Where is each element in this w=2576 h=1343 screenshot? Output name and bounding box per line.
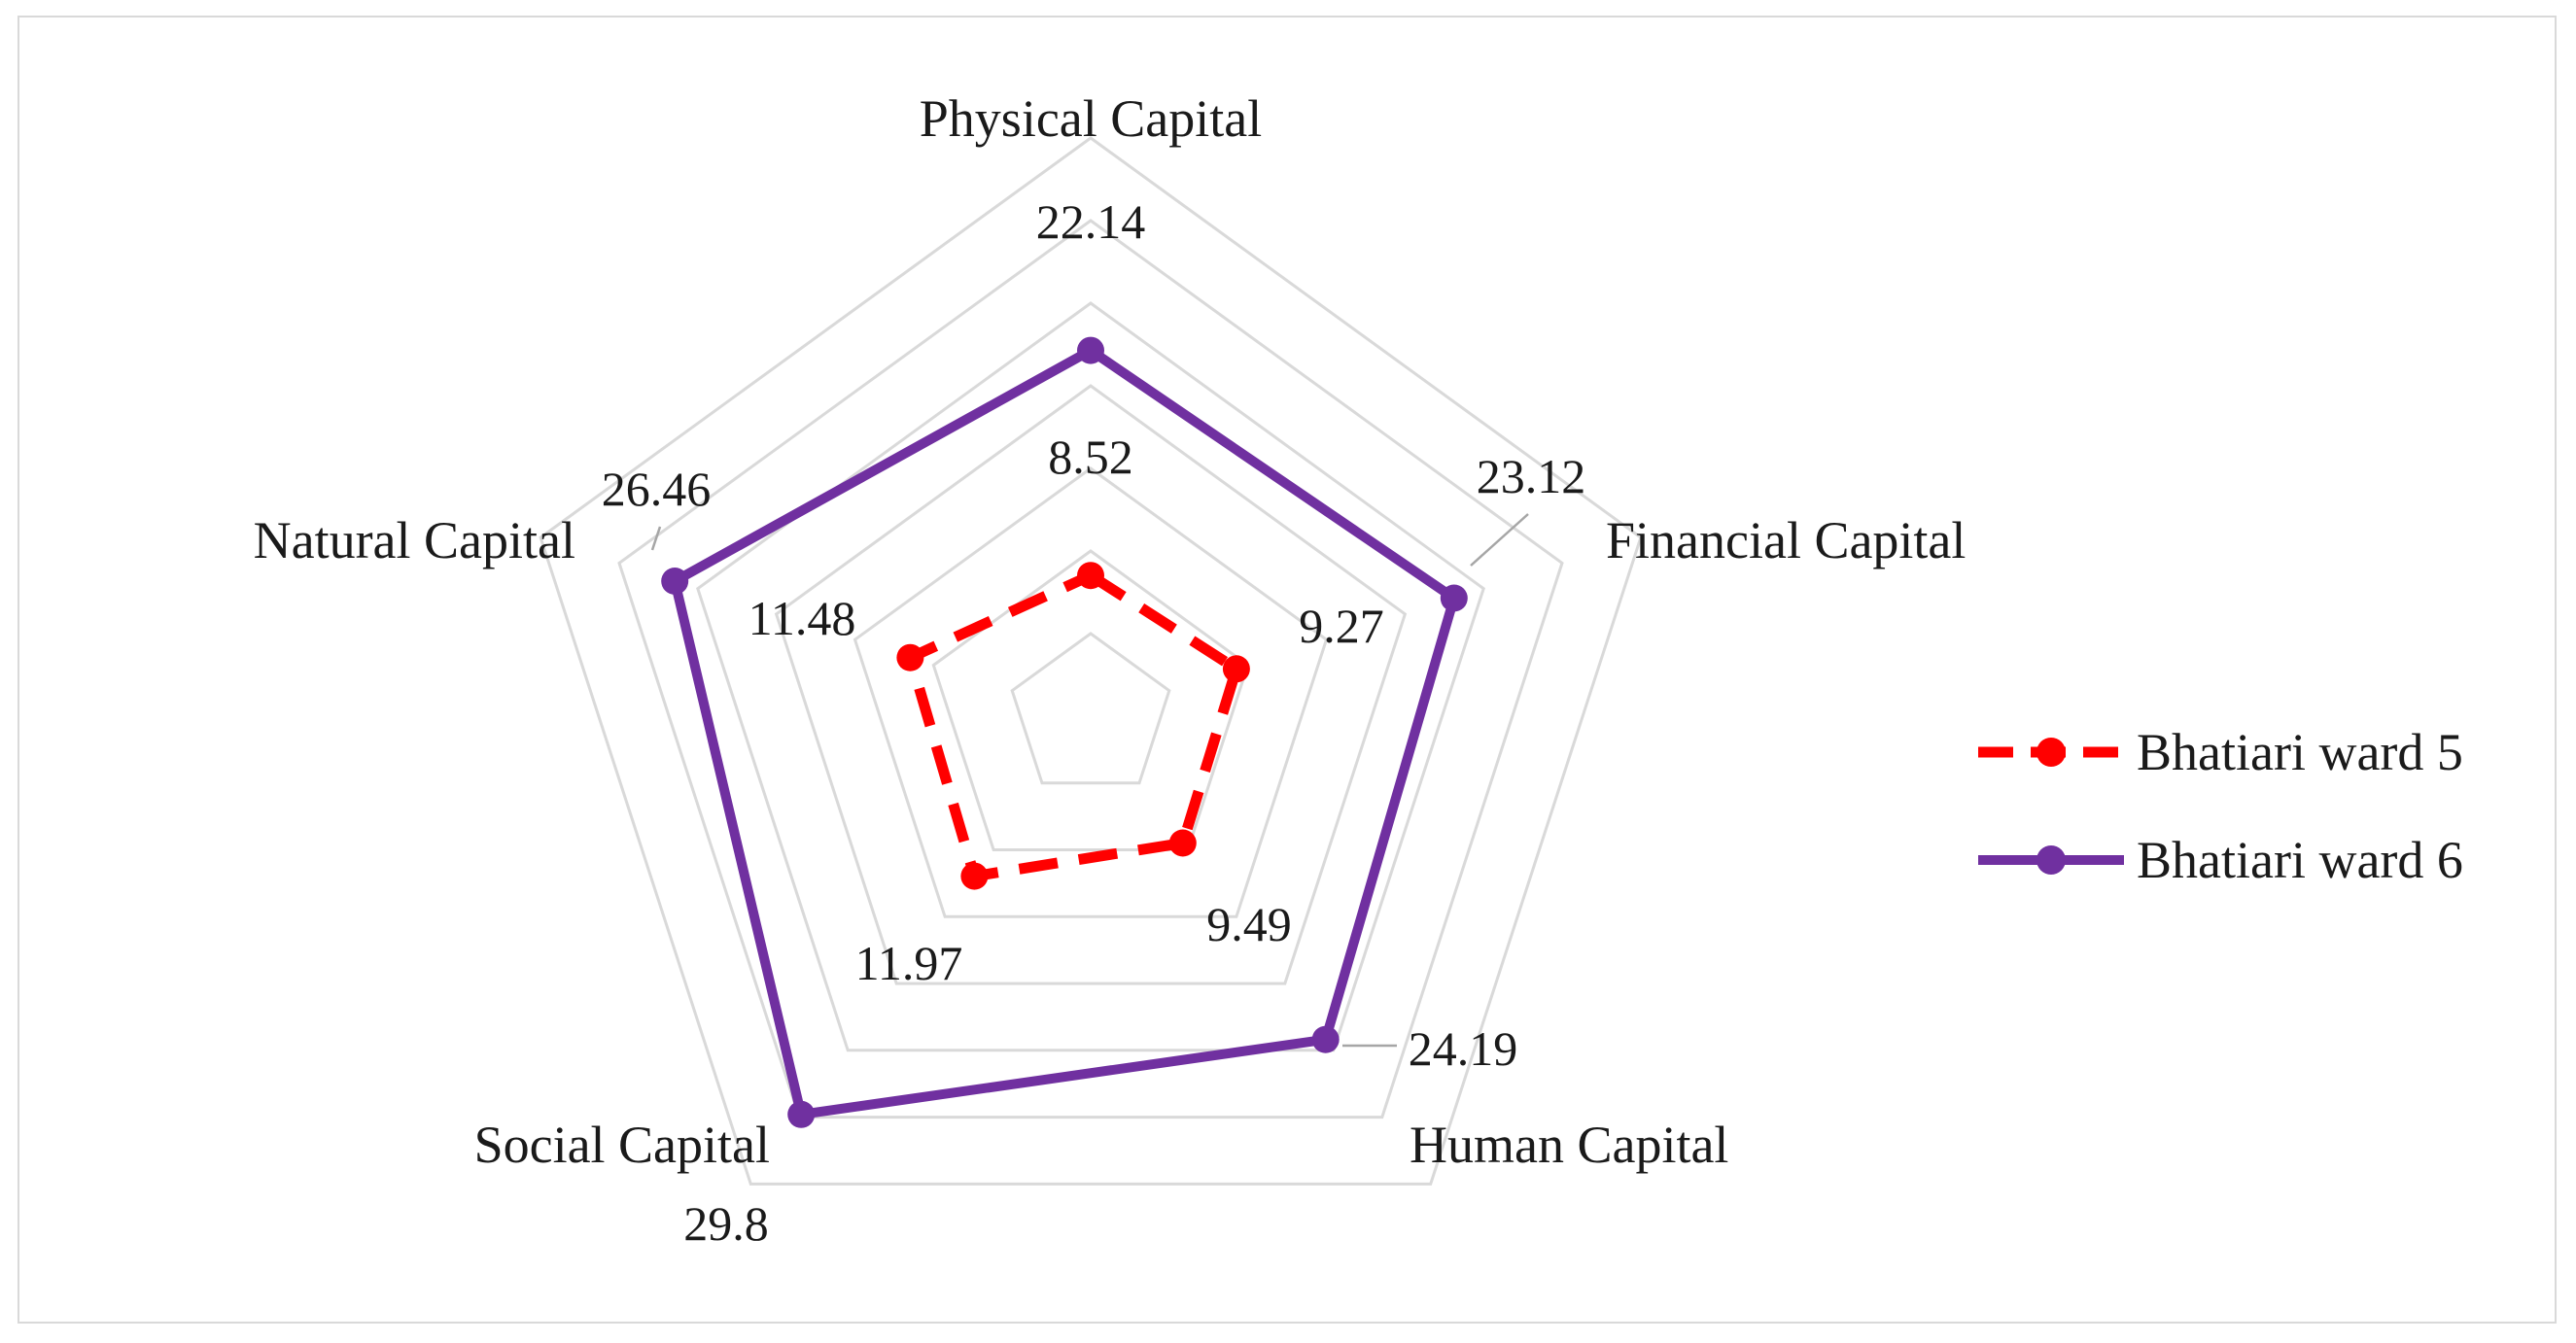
series-layer bbox=[661, 336, 1468, 1128]
grid-ring bbox=[539, 136, 1643, 1186]
data-label: 23.12 bbox=[1477, 449, 1586, 503]
data-point bbox=[1077, 336, 1104, 364]
data-point bbox=[1168, 829, 1197, 857]
leader-lines bbox=[650, 513, 1529, 1048]
legend-marker bbox=[2036, 845, 2066, 875]
data-point bbox=[1311, 1025, 1340, 1053]
series-bhatiari-ward-5 bbox=[896, 562, 1250, 890]
data-label: 11.97 bbox=[855, 936, 963, 990]
axis-label-financial-capital: Financial Capital bbox=[1606, 511, 1966, 569]
axis-label-social-capital: Social Capital bbox=[474, 1116, 770, 1174]
legend-label: Bhatiari ward 5 bbox=[2137, 723, 2463, 781]
data-label: 9.27 bbox=[1299, 599, 1384, 653]
data-label: 11.48 bbox=[748, 591, 856, 645]
data-point bbox=[1222, 655, 1250, 683]
data-point bbox=[787, 1100, 816, 1128]
data-point bbox=[1077, 562, 1104, 590]
data-label: 29.8 bbox=[683, 1196, 769, 1251]
axis-label-human-capital: Human Capital bbox=[1410, 1116, 1728, 1174]
legend-label: Bhatiari ward 6 bbox=[2137, 831, 2463, 889]
axis-label-physical-capital: Physical Capital bbox=[920, 89, 1262, 148]
grid-ring bbox=[696, 301, 1485, 1052]
legend-item-bhatiari-ward-5: Bhatiari ward 5 bbox=[1978, 723, 2463, 781]
data-label: 24.19 bbox=[1409, 1021, 1518, 1076]
axis-label-natural-capital: Natural Capital bbox=[254, 511, 575, 569]
axis-labels: Physical Capital Financial Capital Human C… bbox=[254, 89, 1967, 1174]
chart-frame bbox=[17, 16, 2557, 1324]
legend-item-bhatiari-ward-6: Bhatiari ward 6 bbox=[1978, 831, 2463, 889]
data-point bbox=[896, 643, 924, 672]
data-labels: 8.52 9.27 9.49 11.97 11.48 22.14 23.12 24.19 29.… bbox=[602, 194, 1586, 1251]
grid-ring bbox=[1010, 632, 1171, 785]
leader-line bbox=[650, 526, 662, 551]
legend-marker bbox=[2036, 738, 2066, 767]
data-point bbox=[960, 862, 989, 890]
series-line bbox=[670, 345, 1459, 1119]
radar-grid bbox=[539, 136, 1643, 1186]
grid-ring bbox=[774, 384, 1408, 985]
grid-ring bbox=[853, 466, 1329, 918]
series-line bbox=[904, 569, 1242, 882]
data-label: 22.14 bbox=[1036, 194, 1146, 249]
data-point bbox=[1440, 584, 1468, 612]
grid-ring bbox=[617, 219, 1564, 1119]
legend: Bhatiari ward 5 Bhatiari ward 6 bbox=[1978, 723, 2463, 889]
series-bhatiari-ward-6 bbox=[661, 336, 1468, 1128]
data-point bbox=[661, 568, 689, 595]
grid-ring bbox=[931, 549, 1250, 851]
data-label: 26.46 bbox=[602, 462, 712, 516]
data-label: 8.52 bbox=[1048, 430, 1133, 484]
leader-line bbox=[1470, 513, 1529, 567]
data-label: 9.49 bbox=[1206, 897, 1292, 951]
